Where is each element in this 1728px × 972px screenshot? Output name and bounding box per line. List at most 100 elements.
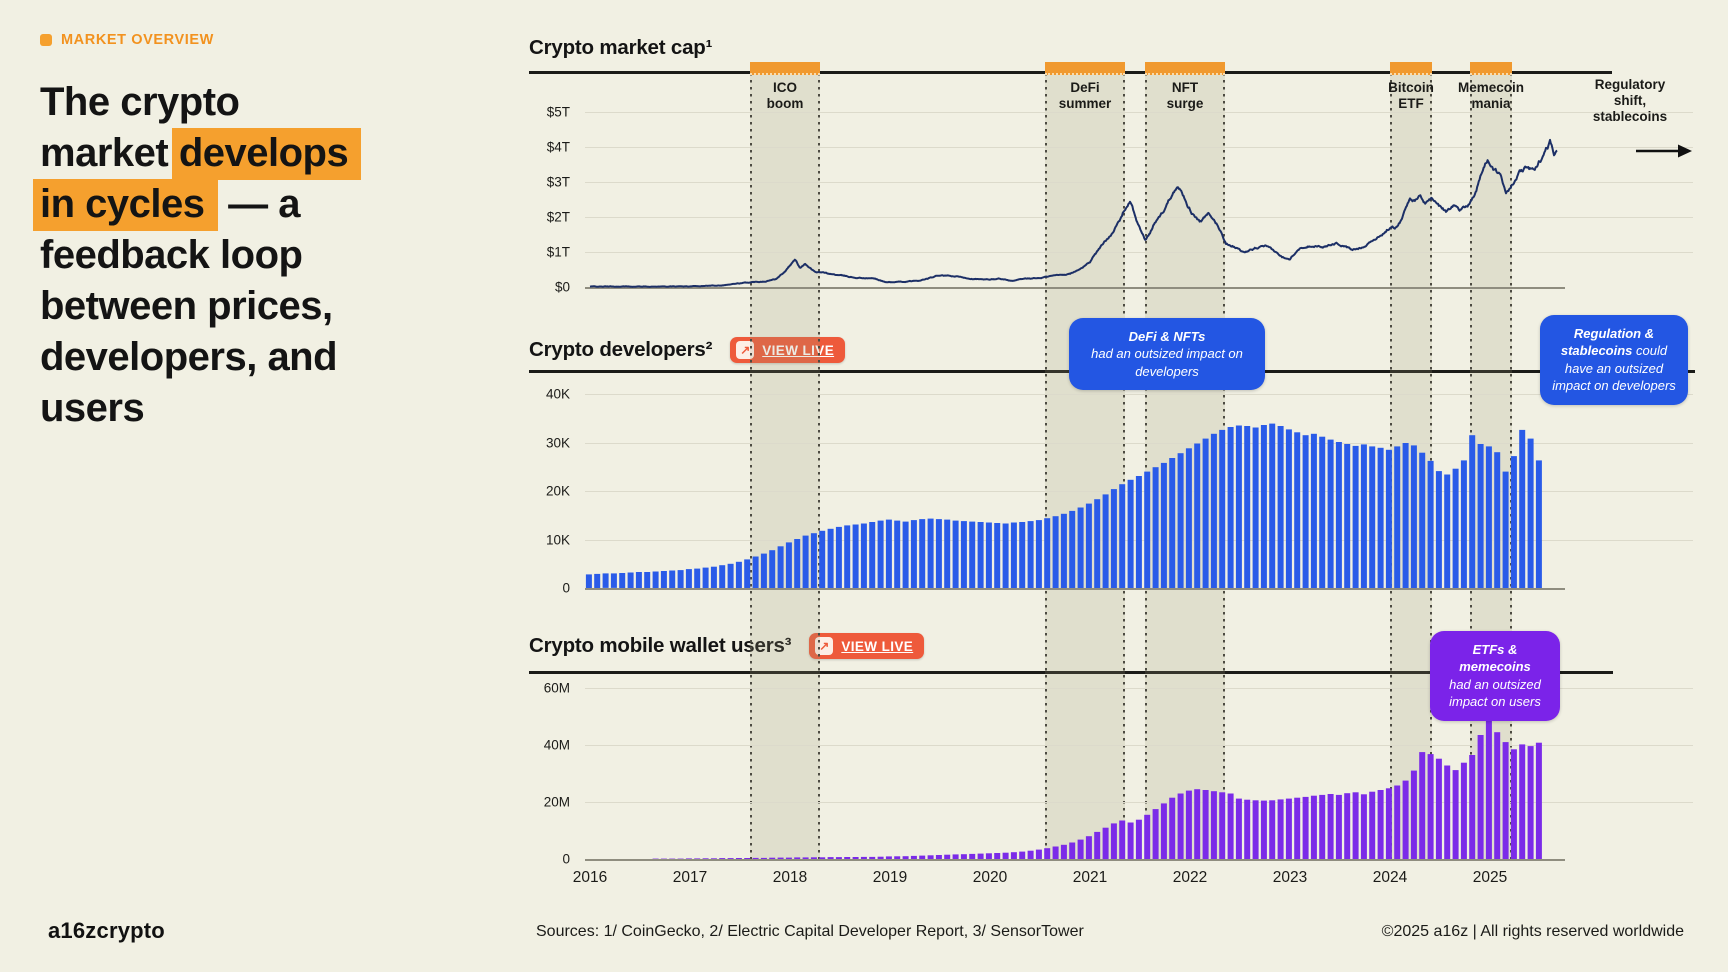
bar <box>994 853 1001 859</box>
event-band-label: NFT surge <box>1166 80 1204 111</box>
bar <box>710 566 717 588</box>
bar <box>1219 792 1226 859</box>
bar <box>1310 433 1317 588</box>
event-band-border <box>1045 73 1047 860</box>
bar <box>1352 792 1359 859</box>
bar <box>1044 848 1051 859</box>
bar <box>1402 443 1409 588</box>
bar <box>677 570 684 588</box>
bar <box>869 522 876 588</box>
event-band-hatch <box>1470 62 1512 75</box>
bar <box>1494 452 1501 588</box>
bar <box>860 856 867 859</box>
bar <box>1435 471 1442 588</box>
gridline <box>585 287 1565 289</box>
bar <box>1102 494 1109 588</box>
developers-view-live-button[interactable]: ↗ VIEW LIVE <box>730 337 846 363</box>
bar <box>1035 520 1042 588</box>
bar <box>1185 448 1192 588</box>
bar <box>1235 425 1242 588</box>
headline-line: in cycles — a <box>33 179 480 231</box>
bar <box>719 565 726 588</box>
bar <box>844 857 851 859</box>
bar <box>1419 752 1426 859</box>
bar <box>902 521 909 588</box>
event-band-label: Bitcoin ETF <box>1388 80 1434 111</box>
bar <box>985 522 992 588</box>
callout-defi-nfts: DeFi & NFTs had an outsized impact on dev… <box>1069 318 1265 391</box>
bar <box>660 571 667 588</box>
event-band <box>1045 73 1125 860</box>
bar <box>1194 789 1201 859</box>
y-tick-label: 30K <box>545 435 570 450</box>
bar <box>1252 427 1259 588</box>
bar <box>819 857 826 859</box>
bar <box>877 856 884 859</box>
bar <box>827 857 834 859</box>
event-band <box>750 73 820 860</box>
callout-regulation-stablecoins: Regulation & stablecoins could have an o… <box>1540 315 1688 405</box>
headline-highlight: in cycles <box>33 179 218 231</box>
y-tick-label: $3T <box>546 174 570 190</box>
headline-line: developers, and <box>40 332 480 383</box>
x-tick-label-2017: 2017 <box>672 869 708 886</box>
gridline <box>585 859 1565 861</box>
bar <box>1260 800 1267 859</box>
x-tick-label-2016: 2016 <box>572 869 608 886</box>
bar <box>910 855 917 859</box>
bar <box>1344 793 1351 859</box>
bar <box>1244 426 1251 588</box>
bar <box>969 853 976 859</box>
bar <box>694 858 701 859</box>
bar <box>1502 471 1509 588</box>
wallets-view-live-button[interactable]: ↗ VIEW LIVE <box>809 633 925 659</box>
y-tick-label: $4T <box>546 139 570 155</box>
bar <box>1277 799 1284 859</box>
bar <box>1227 793 1234 859</box>
bar <box>852 857 859 859</box>
x-tick-label-2018: 2018 <box>772 869 808 886</box>
bar <box>1210 791 1217 859</box>
eyebrow-label: MARKET OVERVIEW <box>61 32 214 48</box>
headline-text: between prices, <box>40 284 333 328</box>
y-tick-label: $1T <box>546 244 570 260</box>
bar <box>769 550 776 588</box>
bar <box>1235 798 1242 859</box>
bar <box>819 530 826 588</box>
bar <box>627 572 634 588</box>
bar <box>1419 452 1426 588</box>
bar <box>585 574 592 588</box>
bar <box>1469 755 1476 859</box>
event-band-hatch <box>1145 62 1225 75</box>
y-tick-label: $0 <box>554 279 570 295</box>
bar <box>1510 456 1517 588</box>
bar <box>1394 446 1401 588</box>
market-cap-line-chart <box>589 138 1558 288</box>
headline-text: market <box>40 131 179 175</box>
event-band-label: DeFi summer <box>1058 80 1112 111</box>
bar <box>1210 433 1217 588</box>
bar <box>1010 522 1017 588</box>
bar <box>1502 742 1509 859</box>
bar <box>1052 846 1059 859</box>
bar <box>1202 790 1209 859</box>
bar <box>810 857 817 859</box>
x-tick-label-2023: 2023 <box>1272 869 1308 886</box>
bar <box>1302 796 1309 859</box>
bar <box>927 855 934 859</box>
headline-line: The crypto <box>40 77 480 128</box>
bar <box>1319 436 1326 588</box>
bar <box>752 556 759 588</box>
bar <box>644 572 651 588</box>
bar <box>1452 468 1459 588</box>
y-tick-label: 40M <box>543 737 570 753</box>
bar <box>902 856 909 860</box>
bar <box>1227 427 1234 588</box>
bar <box>1477 444 1484 588</box>
bar <box>827 528 834 588</box>
bar <box>1285 429 1292 588</box>
bar <box>702 567 709 588</box>
bar <box>1010 852 1017 859</box>
bar <box>1135 819 1142 859</box>
